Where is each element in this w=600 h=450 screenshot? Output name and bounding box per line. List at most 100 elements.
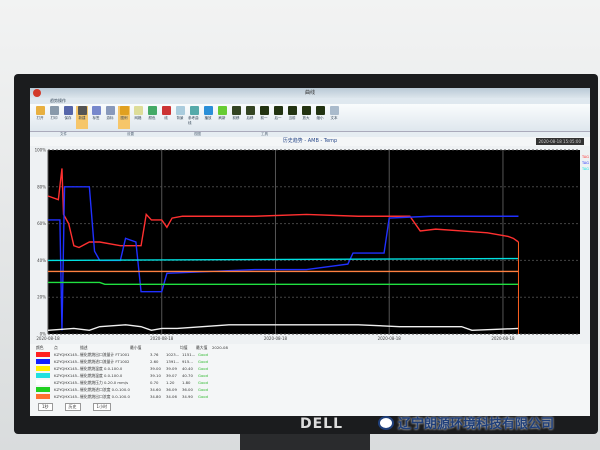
table-row[interactable]: KZYQHX145... 催化燃烧进口浓度 0.0-100.0 34.60 36… <box>36 386 584 393</box>
ribbon-button-icon <box>273 106 283 115</box>
desc-cell: 催化燃烧出口流量计 FT1001 <box>80 351 130 357</box>
ribbon-button-icon <box>217 106 227 115</box>
range-select[interactable]: 1小时 <box>92 403 112 411</box>
table-row[interactable]: KZYQHX145... 催化燃烧进口流量计 FT1002 2.60 1391.… <box>36 358 584 365</box>
max-cell: 1151... <box>182 352 196 357</box>
y-tick-label: 100% <box>35 148 47 153</box>
column-header: 描述 <box>80 344 88 350</box>
ribbon-button-icon <box>161 106 171 115</box>
avg-cell: 36.09 <box>166 387 177 392</box>
ribbon-button[interactable]: 放大 <box>300 106 312 129</box>
ribbon-button[interactable]: 刷新 <box>216 106 228 129</box>
column-header: 颜色 <box>36 344 44 350</box>
table-row[interactable]: KZYQHX145... 催化燃烧温度 0.0-100.0 39.10 39.0… <box>36 372 584 379</box>
ribbon-button[interactable]: 网格 <box>132 106 144 129</box>
app-icon[interactable] <box>33 89 41 97</box>
ribbon-button[interactable]: 线 <box>160 106 172 129</box>
tag-table: 颜色 点 描述 最小值 均值 最大值 2020-08-18 15:05:00 KZYQHX1… <box>30 344 590 400</box>
column-header: 均值 <box>180 344 188 350</box>
ribbon-button[interactable]: 图例 <box>118 106 130 129</box>
ribbon-button-icon <box>91 106 101 115</box>
ribbon-button-label: 文本 <box>330 116 338 120</box>
trend-chart[interactable]: 0% 20% 40% 60% 80% 100% 2020-08-18 2020-08-18 20… <box>30 146 590 344</box>
tag-cell: KZYQHX145... <box>54 387 80 392</box>
plot-area <box>48 150 580 334</box>
ribbon-button-icon <box>231 106 241 115</box>
min-cell: 0.70 <box>150 380 159 385</box>
ribbon-button-label: 放大 <box>302 116 310 120</box>
dell-logo: DELL <box>300 416 344 432</box>
status-cell: Good <box>198 373 208 378</box>
ribbon-button[interactable]: 当前 <box>286 106 298 129</box>
ribbon-button-icon <box>119 106 129 115</box>
ribbon-button-label: 后一 <box>274 116 282 120</box>
ribbon-button[interactable]: 背景 <box>174 106 186 129</box>
ribbon-button[interactable]: 标签 <box>90 106 102 129</box>
ribbon-button[interactable]: 前一 <box>258 106 270 129</box>
watermark-text: 辽宁朗源环境科技有限公司 <box>398 417 555 432</box>
avg-cell: 1023... <box>166 352 180 357</box>
color-swatch <box>36 394 50 399</box>
ribbon-button[interactable]: 保存 <box>62 106 74 129</box>
ribbon-button[interactable]: 新建 <box>76 106 88 129</box>
table-row[interactable]: KZYQHX145... 催化燃烧压力 0-20.0 mm/s 0.70 1.2… <box>36 379 584 386</box>
max-cell: 1.80 <box>182 380 191 385</box>
ribbon-button-icon <box>77 106 87 115</box>
ribbon-tab[interactable]: 趋势操作 <box>30 98 590 104</box>
ribbon-button[interactable]: 打印 <box>48 106 60 129</box>
ribbon-button[interactable]: 后一 <box>272 106 284 129</box>
ribbon-group-label: 设置 <box>127 132 134 136</box>
max-cell: 36.00 <box>182 387 193 392</box>
color-swatch <box>36 359 50 364</box>
column-header: 最大值 <box>196 344 208 350</box>
color-swatch <box>36 366 50 371</box>
legend-entry: TAG 2 <box>581 161 590 165</box>
tag-cell: KZYQHX145... <box>54 380 80 385</box>
ribbon-button-icon <box>63 106 73 115</box>
ribbon-button[interactable]: 播放 <box>202 106 214 129</box>
table-row[interactable]: KZYQHX145... 催化燃烧出口浓度 0.0-100.0 34.80 34… <box>36 393 584 400</box>
ribbon-button-icon <box>287 106 297 115</box>
ribbon-button-label: 保存 <box>64 116 72 120</box>
table-row[interactable]: KZYQHX145... 催化燃烧温度 0.0-100.0 39.00 39.0… <box>36 365 584 372</box>
ribbon-group-label: 视图 <box>194 132 201 136</box>
max-cell: 40.40 <box>182 366 193 371</box>
ribbon-group-labels: 文件 设置 视图 工具 <box>30 132 590 137</box>
max-cell: 34.90 <box>182 394 193 399</box>
ribbon-button[interactable]: 文本 <box>328 106 340 129</box>
ribbon-button-icon <box>329 106 339 115</box>
color-swatch <box>36 387 50 392</box>
table-row[interactable]: KZYQHX145... 催化燃烧出口流量计 FT1001 3.76 1023.… <box>36 351 584 358</box>
series-line-3 <box>47 257 519 262</box>
column-header: 点 <box>54 344 58 350</box>
max-cell: 915... <box>182 359 193 364</box>
ribbon-button[interactable]: 后移 <box>244 106 256 129</box>
ribbon-button[interactable]: 缩小 <box>314 106 326 129</box>
mode-select[interactable]: 历史 <box>64 403 81 411</box>
ribbon-button-icon <box>35 106 45 115</box>
ribbon-button-icon <box>147 106 157 115</box>
ribbon-button[interactable]: 参考曲线 <box>188 106 200 129</box>
ribbon-button-icon <box>189 106 199 115</box>
wechat-icon <box>378 415 394 430</box>
min-cell: 39.10 <box>150 373 161 378</box>
desc-cell: 催化燃烧温度 0.0-100.0 <box>80 365 123 371</box>
ribbon-button[interactable]: 前移 <box>230 106 242 129</box>
series-line-6 <box>47 324 519 332</box>
ribbon-button-icon <box>259 106 269 115</box>
ribbon-button[interactable]: 颜色 <box>146 106 158 129</box>
ribbon-button-label: 播放 <box>204 116 212 120</box>
ribbon-button-label: 前一 <box>260 116 268 120</box>
ribbon-button-icon <box>203 106 213 115</box>
column-header: 2020-08-18 15:05:00 <box>212 345 228 350</box>
desc-cell: 催化燃烧压力 0-20.0 mm/s <box>80 379 129 385</box>
x-tick-label: 2020-08-18 <box>378 336 402 341</box>
chart-timestamp: 2020-08-18 15:05:00 <box>535 138 584 145</box>
ribbon-button-label: 标签 <box>92 116 100 120</box>
interval-select[interactable]: 1秒 <box>38 403 53 411</box>
ribbon-button-label: 参考曲线 <box>188 116 199 125</box>
monitor-stand <box>240 434 370 450</box>
min-cell: 34.80 <box>150 394 161 399</box>
ribbon-button[interactable]: 游标 <box>104 106 116 129</box>
ribbon-button[interactable]: 打开 <box>34 106 46 129</box>
